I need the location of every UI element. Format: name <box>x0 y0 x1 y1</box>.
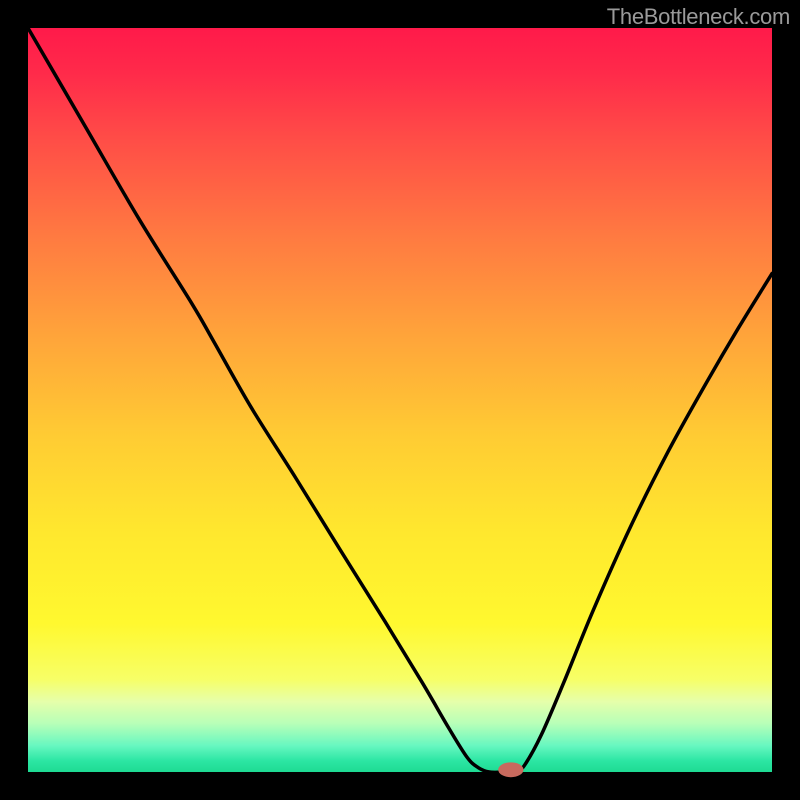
bottleneck-chart <box>0 0 800 800</box>
watermark-text: TheBottleneck.com <box>607 4 790 30</box>
chart-container: TheBottleneck.com <box>0 0 800 800</box>
chart-plot-area <box>28 28 772 772</box>
optimal-point-marker <box>498 762 523 777</box>
